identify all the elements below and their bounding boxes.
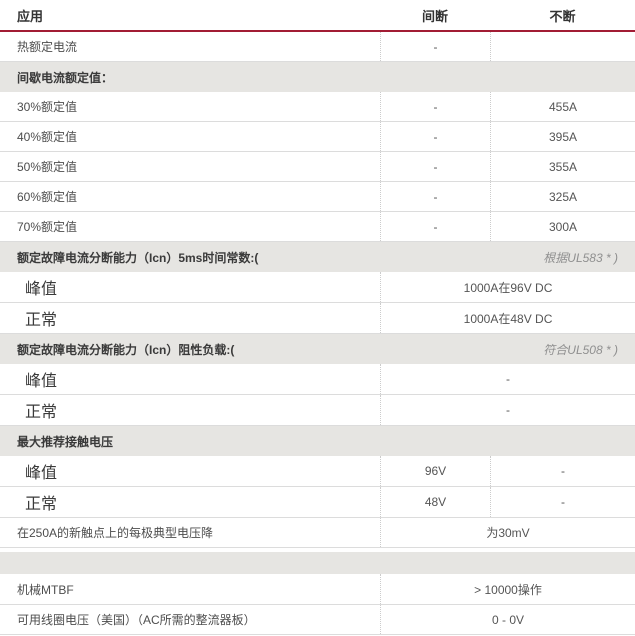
table-row: 峰值 1000A在96V DC [0, 272, 635, 303]
section-header-row: 间歇电流额定值： [0, 62, 635, 92]
continuous-value: 455A [490, 92, 635, 121]
row-label: 正常 [25, 312, 58, 329]
row-label: 峰值 [25, 281, 58, 298]
intermittent-value: 96V [380, 456, 490, 486]
row-label: 正常 [25, 404, 58, 421]
row-label: 40%额定值 [17, 130, 78, 144]
continuous-value: 355A [490, 152, 635, 181]
merged-value: 为30mV [380, 518, 635, 547]
continuous-value: 325A [490, 182, 635, 211]
merged-value: - [380, 364, 635, 394]
merged-value: 1000A在48V DC [380, 303, 635, 333]
table-row: 正常 1000A在48V DC [0, 303, 635, 334]
row-label: 可用线圈电压（美国）（AC所需的整流器板） [17, 613, 256, 627]
row-label: 50%额定值 [17, 160, 78, 174]
continuous-value: - [490, 456, 635, 486]
continuous-value: - [490, 487, 635, 517]
row-label: 峰值 [25, 465, 58, 482]
table-header-row: 应用 间断 不断 [0, 0, 635, 32]
continuous-value [490, 32, 635, 61]
table-row: 40%额定值 - 395A [0, 122, 635, 152]
section-note: 根据UL583 * ) [543, 250, 618, 265]
table-row: 热额定电流 - [0, 32, 635, 62]
intermittent-value: - [380, 212, 490, 241]
intermittent-value: - [380, 152, 490, 181]
row-label: 热额定电流 [17, 40, 78, 54]
table-row: 60%额定值 - 325A [0, 182, 635, 212]
intermittent-value: - [380, 92, 490, 121]
continuous-value: 300A [490, 212, 635, 241]
continuous-value: 395A [490, 122, 635, 151]
table-row: 30%额定值 - 455A [0, 92, 635, 122]
merged-value: > 10000操作 [380, 574, 635, 604]
table-row: 峰值 - [0, 364, 635, 395]
intermittent-value: - [380, 182, 490, 211]
table-row: 峰值 96V - [0, 456, 635, 487]
section-title: 最大推荐接触电压 [17, 434, 114, 449]
merged-value: 1000A在96V DC [380, 272, 635, 302]
section-header-row: 最大推荐接触电压 [0, 426, 635, 456]
table-row: 70%额定值 - 300A [0, 212, 635, 242]
section-note: 符合UL508 * ) [543, 342, 618, 357]
table-row: 正常 48V - [0, 487, 635, 518]
section-title: 额定故障电流分断能力（Icn）5ms时间常数:( [17, 250, 259, 265]
empty-section-row [0, 552, 635, 574]
row-label: 60%额定值 [17, 190, 78, 204]
merged-value: - [380, 395, 635, 425]
intermittent-value: - [380, 122, 490, 151]
table-row: 50%额定值 - 355A [0, 152, 635, 182]
intermittent-value: - [380, 32, 490, 61]
header-intermittent: 间断 [421, 8, 448, 24]
section-header-row: 额定故障电流分断能力（Icn）5ms时间常数:( 根据UL583 * ) [0, 242, 635, 272]
table-row: 在250A的新触点上的每极典型电压降 为30mV [0, 518, 635, 548]
row-label: 在250A的新触点上的每极典型电压降 [17, 526, 214, 540]
section-title: 额定故障电流分断能力（Icn）阻性负载:( [17, 342, 235, 357]
section-title: 间歇电流额定值： [17, 70, 114, 85]
row-label: 正常 [25, 496, 58, 513]
table-row: 可用线圈电压（美国）（AC所需的整流器板） 0 - 0V [0, 605, 635, 635]
row-label: 70%额定值 [17, 220, 78, 234]
row-label: 峰值 [25, 373, 58, 390]
header-application: 应用 [17, 8, 44, 24]
row-label: 机械MTBF [17, 582, 74, 597]
section-header-row: 额定故障电流分断能力（Icn）阻性负载:( 符合UL508 * ) [0, 334, 635, 364]
table-row: 机械MTBF > 10000操作 [0, 574, 635, 605]
header-continuous: 不断 [549, 8, 576, 24]
intermittent-value: 48V [380, 487, 490, 517]
table-row: 正常 - [0, 395, 635, 426]
row-label: 30%额定值 [17, 100, 78, 114]
merged-value: 0 - 0V [380, 605, 635, 634]
